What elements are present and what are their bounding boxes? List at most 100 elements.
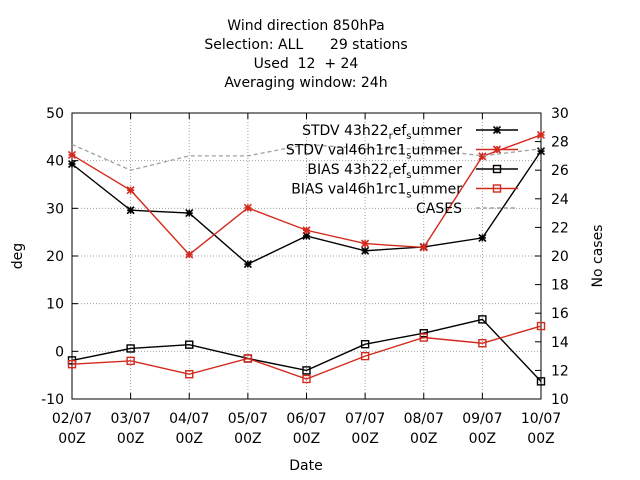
data-point [360, 339, 370, 349]
y2-tick-label: 18 [551, 278, 569, 294]
data-point [185, 370, 194, 379]
x-axis-title: Date [289, 458, 322, 474]
data-point [302, 374, 311, 384]
x-tick-label-time: 00Z [527, 431, 554, 447]
data-point [185, 340, 194, 349]
y2-tick-label: 26 [551, 163, 569, 179]
x-tick-label-time: 00Z [293, 431, 320, 447]
data-point [536, 321, 546, 331]
chart-title: Wind direction 850hPa Selection: ALL 29 s… [204, 18, 407, 91]
y2-axis-title: No cases [590, 225, 606, 288]
data-point [185, 209, 194, 218]
y2-tick-label: 12 [551, 363, 569, 379]
legend-entry: STDV 43h22refsummer [302, 123, 518, 142]
title-line: Averaging window: 24h [224, 75, 387, 91]
data-point [361, 246, 370, 255]
legend-marker [492, 184, 502, 193]
legend-label: CASES [416, 201, 462, 217]
series-group [67, 130, 546, 386]
data-point [243, 354, 253, 363]
data-point [126, 356, 135, 366]
y-tick-label: -10 [41, 392, 64, 408]
x-tick-label: 04/07 [169, 411, 209, 427]
data-point [126, 186, 135, 195]
x-tick-label: 07/07 [345, 411, 385, 427]
axes: -10 0 10 20 30 40 50 10 12 14 16 18 20 22 24 26 28 30 02/0… [41, 106, 569, 447]
x-tick-label-time: 00Z [117, 431, 144, 447]
y-tick-label: 10 [46, 297, 64, 313]
data-point [478, 233, 487, 242]
x-tick-label: 08/07 [404, 411, 444, 427]
x-tick-label-time: 00Z [469, 431, 496, 447]
y-tick-label: 20 [46, 249, 64, 265]
y2-tick-label: 24 [551, 192, 569, 208]
legend-entry: BIAS 43h22refsummer [307, 162, 518, 181]
series-4 [71, 143, 542, 171]
y-tick-label: 40 [46, 154, 64, 170]
data-point [67, 360, 77, 369]
x-tick-label: 06/07 [286, 411, 326, 427]
y2-tick-label: 28 [551, 135, 569, 151]
x-tick-label-time: 00Z [176, 431, 203, 447]
data-point [302, 366, 311, 375]
data-point [419, 243, 428, 252]
y-tick-label: 50 [46, 106, 64, 122]
x-tick-label: 10/07 [521, 411, 561, 427]
y-axis-title: deg [10, 243, 26, 269]
y-tick-label: 0 [55, 344, 64, 360]
data-point [126, 344, 135, 353]
legend-label: BIAS 43h22refsummer [307, 162, 462, 181]
data-point [419, 333, 428, 342]
legend-label: STDV 43h22refsummer [302, 123, 462, 142]
y2-tick-label: 22 [551, 220, 569, 236]
y2-tick-label: 14 [551, 335, 569, 351]
x-tick-label-time: 00Z [234, 431, 261, 447]
legend-entry: CASES [416, 201, 518, 217]
x-tick-label: 05/07 [228, 411, 268, 427]
y2-tick-label: 16 [551, 306, 569, 322]
legend-entry: STDV val46h1rc1summer [286, 143, 518, 162]
data-point [243, 260, 252, 269]
data-point [360, 351, 370, 361]
x-tick-label-time: 00Z [58, 431, 85, 447]
data-point [243, 203, 252, 212]
x-tick-label-time: 00Z [410, 431, 437, 447]
legend-label: BIAS val46h1rc1summer [291, 182, 462, 201]
legend-label: STDV val46h1rc1summer [286, 143, 462, 162]
legend-marker [492, 145, 502, 154]
legend-entry: BIAS val46h1rc1summer [291, 182, 518, 201]
data-point [67, 150, 77, 160]
title-line: Selection: ALL 29 stations [204, 37, 407, 53]
y2-tick-label: 20 [551, 249, 569, 265]
x-tick-label: 09/07 [462, 411, 502, 427]
data-point [419, 329, 428, 338]
data-point [185, 250, 194, 259]
x-tick-label: 02/07 [52, 411, 92, 427]
data-point [302, 226, 311, 235]
series-3 [67, 321, 546, 384]
data-point [536, 377, 546, 386]
series-1 [67, 130, 546, 259]
legend-marker [492, 164, 502, 174]
series-line [71, 318, 542, 382]
series-line [71, 143, 542, 171]
data-point [67, 159, 77, 169]
data-point [478, 339, 487, 348]
data-point [536, 147, 546, 156]
data-point [126, 206, 135, 215]
x-tick-label-time: 00Z [351, 431, 378, 447]
title-line: Used 12 + 24 [254, 56, 359, 72]
data-point [361, 239, 370, 248]
series-2 [67, 315, 546, 386]
y2-tick-label: 10 [551, 392, 569, 408]
grid [72, 113, 541, 399]
data-point [478, 315, 487, 324]
x-tick-label: 03/07 [110, 411, 150, 427]
y2-tick-label: 30 [551, 106, 569, 122]
data-point [478, 152, 487, 161]
legend-marker [492, 125, 502, 135]
title-line: Wind direction 850hPa [227, 18, 384, 34]
data-point [536, 130, 546, 139]
